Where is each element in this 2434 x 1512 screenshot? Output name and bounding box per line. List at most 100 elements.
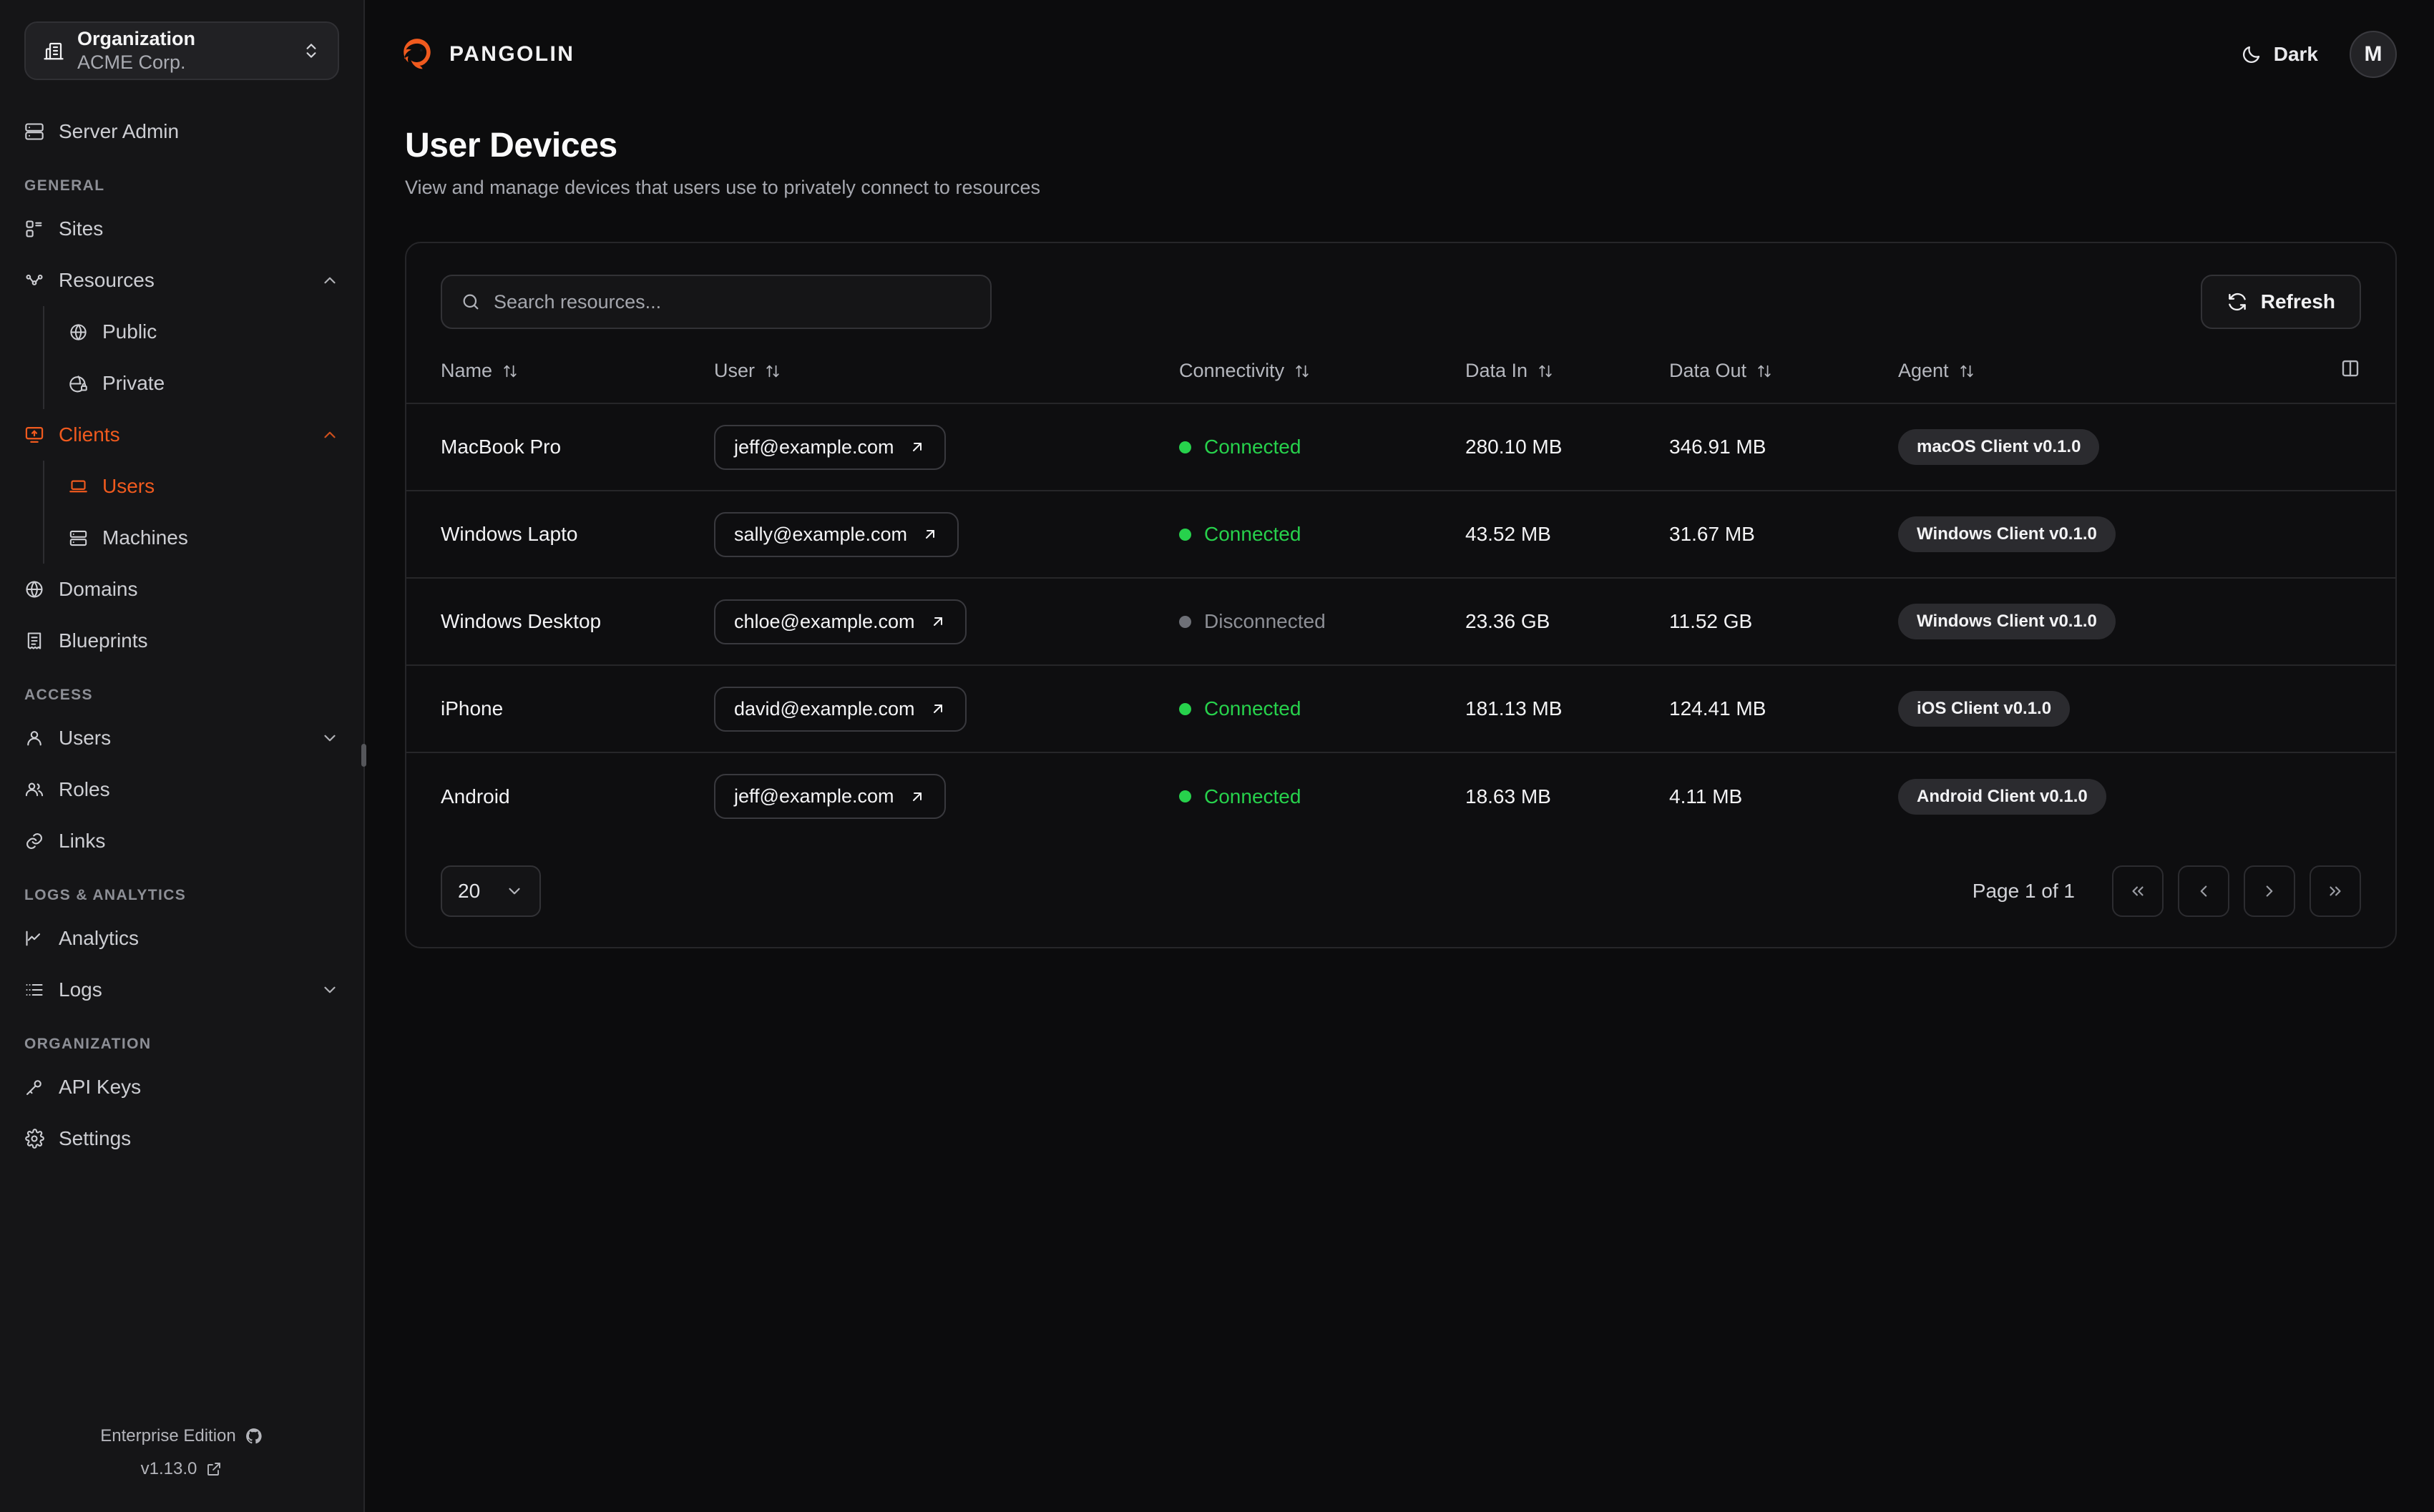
table-row[interactable]: MacBook Pro jeff@example.com Connected 280.… <box>406 403 2395 491</box>
user-link-chip[interactable]: david@example.com <box>714 686 967 732</box>
columns-icon[interactable] <box>2340 358 2361 379</box>
chevron-up-icon[interactable] <box>321 426 339 444</box>
cell-agent: Windows Client v0.1.0 <box>1898 490 2310 578</box>
page-size-value: 20 <box>458 880 481 902</box>
sidebar-item-blueprints[interactable]: Blueprints <box>0 615 363 667</box>
sidebar-item-label: Server Admin <box>59 120 180 142</box>
chevron-down-icon <box>505 882 524 900</box>
page-indicator: Page 1 of 1 <box>1972 880 2075 902</box>
laptop-icon <box>69 477 88 496</box>
sidebar-item-analytics[interactable]: Analytics <box>0 913 363 964</box>
arrow-up-right-icon <box>922 526 939 543</box>
sidebar-item-label: Analytics <box>59 927 140 949</box>
chart-line-icon <box>24 928 44 948</box>
sidebar-item-label: Blueprints <box>59 629 148 652</box>
agent-badge: Windows Client v0.1.0 <box>1898 516 2116 552</box>
sidebar-item-server-admin[interactable]: Server Admin <box>0 106 363 157</box>
prev-page-button[interactable] <box>2178 865 2229 917</box>
sidebar-item-resources[interactable]: Resources <box>0 255 363 306</box>
chevrons-left-icon <box>2128 882 2147 900</box>
sidebar-item-users-access[interactable]: Users <box>0 712 363 764</box>
agent-badge: iOS Client v0.1.0 <box>1898 691 2071 727</box>
brand-logo[interactable]: PANGOLIN <box>399 36 575 72</box>
sidebar-item-private[interactable]: Private <box>44 358 363 409</box>
column-header-data-in[interactable]: Data In <box>1465 350 1669 403</box>
first-page-button[interactable] <box>2112 865 2164 917</box>
cell-connectivity: Connected <box>1179 403 1465 491</box>
column-header-agent[interactable]: Agent <box>1898 350 2310 403</box>
table-row[interactable]: Android jeff@example.com Connected 18.63 MB… <box>406 752 2395 840</box>
version-link[interactable]: v1.13.0 <box>0 1459 363 1479</box>
search-input[interactable] <box>494 290 972 313</box>
sidebar-item-links[interactable]: Links <box>0 815 363 867</box>
theme-toggle[interactable]: Dark <box>2241 43 2318 66</box>
sidebar-item-domains[interactable]: Domains <box>0 564 363 615</box>
globe-lock-icon <box>69 374 88 393</box>
organization-switcher[interactable]: Organization ACME Corp. <box>24 21 339 80</box>
table-row[interactable]: Windows Desktop chloe@example.com Disconne… <box>406 577 2395 665</box>
cell-row-menu[interactable] <box>2310 664 2395 752</box>
devices-table: Name User Connectivity Data In <box>406 350 2395 840</box>
status-label: Connected <box>1204 523 1301 546</box>
sort-icon <box>1294 363 1310 379</box>
organization-name: ACME Corp. <box>77 51 186 73</box>
user-link-chip[interactable]: chloe@example.com <box>714 599 967 644</box>
sidebar-scrollbar-thumb[interactable] <box>361 744 366 767</box>
status-badge: Connected <box>1179 697 1301 720</box>
status-dot-icon <box>1179 790 1191 803</box>
refresh-button[interactable]: Refresh <box>2200 275 2361 329</box>
sidebar-item-users-clients[interactable]: Users <box>44 461 363 512</box>
status-dot-icon <box>1179 615 1191 628</box>
cell-row-menu[interactable] <box>2310 403 2395 491</box>
chevron-up-icon[interactable] <box>321 271 339 290</box>
cell-data-in: 181.13 MB <box>1465 664 1669 752</box>
column-header-data-out[interactable]: Data Out <box>1669 350 1898 403</box>
page-size-select[interactable]: 20 <box>441 865 541 917</box>
sidebar-item-clients[interactable]: Clients <box>0 409 363 461</box>
organization-label: Organization <box>77 27 196 49</box>
status-dot-icon <box>1179 702 1191 715</box>
column-header-user[interactable]: User <box>714 350 1179 403</box>
cell-row-menu[interactable] <box>2310 490 2395 578</box>
sidebar-item-label: Users <box>102 475 155 497</box>
cell-data-in: 18.63 MB <box>1465 752 1669 840</box>
cell-data-in: 280.10 MB <box>1465 403 1669 491</box>
chevron-down-icon[interactable] <box>321 981 339 999</box>
column-header-name[interactable]: Name <box>406 350 714 403</box>
github-icon <box>245 1427 263 1445</box>
edition-github-link[interactable]: Enterprise Edition <box>0 1426 363 1446</box>
chevron-down-icon[interactable] <box>321 729 339 747</box>
sidebar-item-api-keys[interactable]: API Keys <box>0 1061 363 1113</box>
sidebar-item-roles[interactable]: Roles <box>0 764 363 815</box>
column-label: Data In <box>1465 360 1528 381</box>
sidebar-item-label: Settings <box>59 1127 132 1149</box>
edition-label: Enterprise Edition <box>100 1426 236 1445</box>
table-row[interactable]: iPhone david@example.com Connected 181.13 M… <box>406 664 2395 752</box>
avatar[interactable]: M <box>2350 31 2397 78</box>
user-email: sally@example.com <box>734 523 907 545</box>
cell-row-menu[interactable] <box>2310 752 2395 840</box>
sidebar-item-settings[interactable]: Settings <box>0 1113 363 1164</box>
cell-row-menu[interactable] <box>2310 577 2395 665</box>
sort-icon <box>1538 363 1553 379</box>
user-link-chip[interactable]: sally@example.com <box>714 511 959 557</box>
cell-agent: iOS Client v0.1.0 <box>1898 664 2310 752</box>
sidebar-item-public[interactable]: Public <box>44 306 363 358</box>
sidebar-item-label: Sites <box>59 217 104 240</box>
sidebar-item-sites[interactable]: Sites <box>0 203 363 255</box>
cell-user: chloe@example.com <box>714 577 1179 665</box>
column-label: Connectivity <box>1179 360 1285 381</box>
table-row[interactable]: Windows Lapto sally@example.com Connected 4… <box>406 490 2395 578</box>
last-page-button[interactable] <box>2310 865 2361 917</box>
user-link-chip[interactable]: jeff@example.com <box>714 774 946 819</box>
arrow-up-right-icon <box>929 700 947 717</box>
column-header-toggle[interactable] <box>2310 350 2395 403</box>
sidebar-item-logs[interactable]: Logs <box>0 964 363 1016</box>
column-label: Name <box>441 360 493 381</box>
user-link-chip[interactable]: jeff@example.com <box>714 424 946 470</box>
next-page-button[interactable] <box>2244 865 2295 917</box>
search-input-wrapper[interactable] <box>441 275 992 329</box>
column-header-connectivity[interactable]: Connectivity <box>1179 350 1465 403</box>
brand-name: PANGOLIN <box>449 42 575 66</box>
sidebar-item-machines[interactable]: Machines <box>44 512 363 564</box>
